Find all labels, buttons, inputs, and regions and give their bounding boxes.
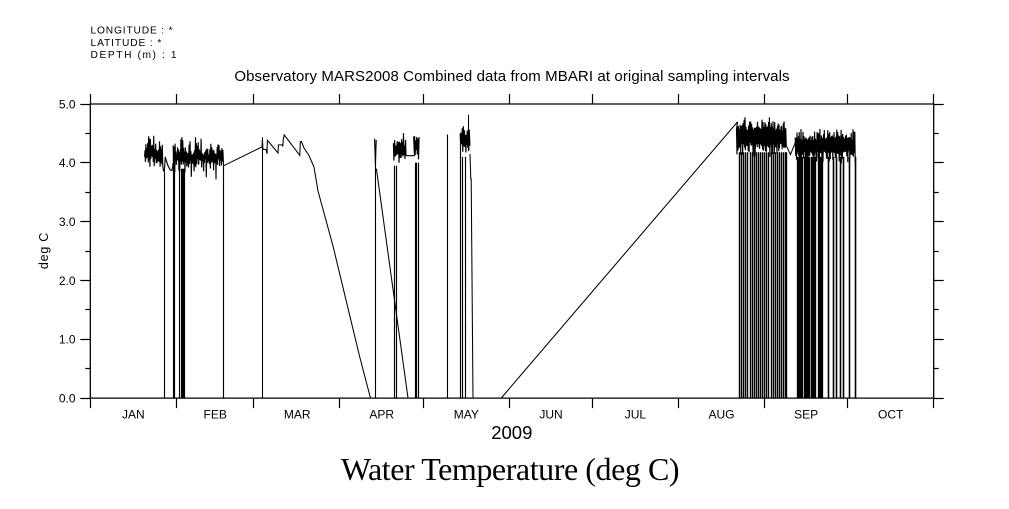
svg-text:4.0: 4.0 xyxy=(59,156,76,170)
svg-text:Observatory MARS2008 Combined: Observatory MARS2008 Combined data from … xyxy=(234,68,789,85)
svg-text:2009: 2009 xyxy=(491,422,532,443)
svg-text:FEB: FEB xyxy=(204,408,227,422)
svg-text:OCT: OCT xyxy=(878,408,904,422)
svg-text:0.0: 0.0 xyxy=(59,392,76,406)
svg-text:2.0: 2.0 xyxy=(59,274,76,288)
svg-text:Water Temperature (deg C): Water Temperature (deg C) xyxy=(341,451,679,487)
svg-text:5.0: 5.0 xyxy=(59,97,76,111)
svg-text:1.0: 1.0 xyxy=(59,333,76,347)
svg-text:DEPTH (m) : 1: DEPTH (m) : 1 xyxy=(91,50,179,61)
svg-text:APR: APR xyxy=(369,408,394,422)
svg-text:MAY: MAY xyxy=(454,408,479,422)
svg-text:SEP: SEP xyxy=(794,408,818,422)
svg-text:deg C: deg C xyxy=(37,232,51,269)
svg-text:JAN: JAN xyxy=(122,408,145,422)
svg-text:3.0: 3.0 xyxy=(59,215,76,229)
svg-text:JUL: JUL xyxy=(625,408,647,422)
svg-text:MAR: MAR xyxy=(284,408,311,422)
svg-text:JUN: JUN xyxy=(539,408,562,422)
svg-text:LONGITUDE : *: LONGITUDE : * xyxy=(91,26,174,37)
svg-text:AUG: AUG xyxy=(708,408,734,422)
svg-text:LATITUDE : *: LATITUDE : * xyxy=(91,38,163,49)
